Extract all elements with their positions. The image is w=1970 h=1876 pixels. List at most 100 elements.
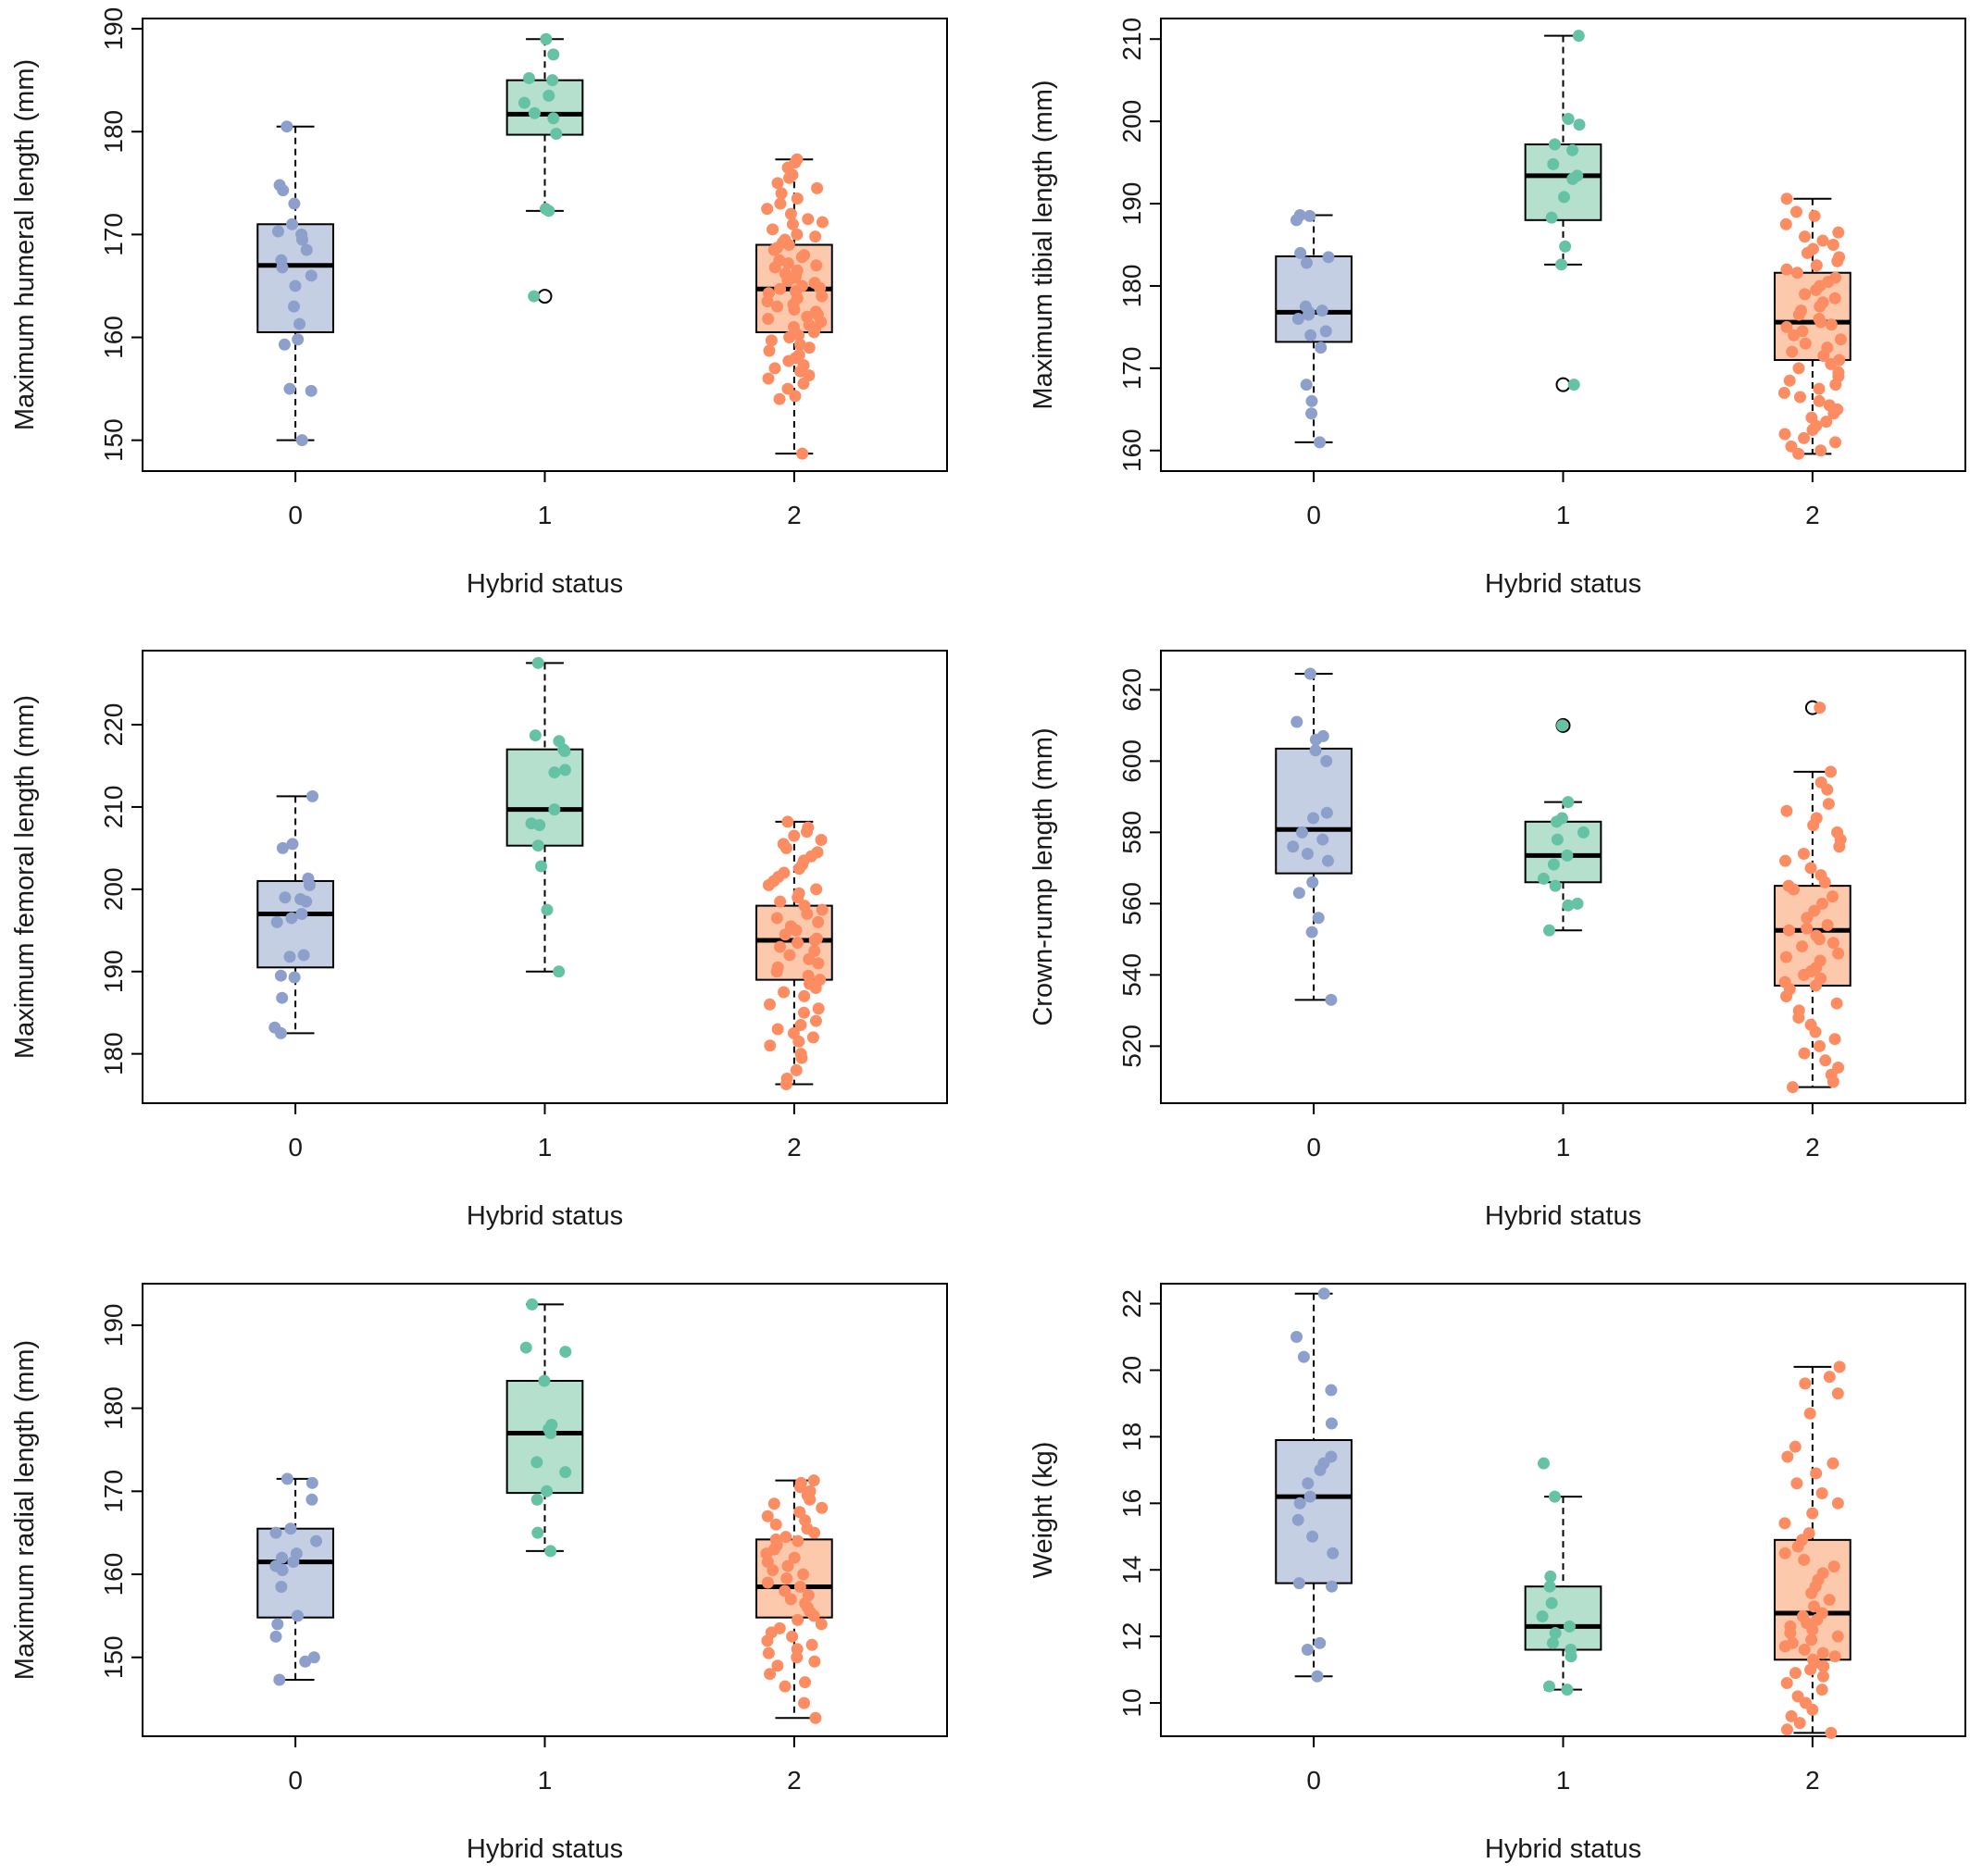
y-tick-label: 150 <box>99 418 128 462</box>
data-point <box>1798 1644 1811 1657</box>
data-point <box>1806 424 1819 437</box>
data-point <box>1302 1477 1315 1490</box>
data-point <box>1296 826 1309 839</box>
data-point <box>1303 667 1316 680</box>
data-point <box>1798 968 1811 981</box>
x-tick-label: 2 <box>787 1133 802 1162</box>
data-point <box>1778 1547 1791 1559</box>
data-point <box>1813 933 1826 946</box>
iqr-box <box>1275 1438 1353 1584</box>
data-point <box>1806 1507 1819 1520</box>
data-point <box>1785 1709 1798 1722</box>
data-point <box>303 878 316 891</box>
data-point <box>793 338 806 351</box>
data-point <box>1548 138 1561 151</box>
data-point <box>1801 922 1814 935</box>
data-point <box>782 239 795 251</box>
data-point <box>1804 862 1817 875</box>
data-point <box>547 112 560 125</box>
data-point <box>305 1476 318 1489</box>
data-point <box>764 1668 777 1681</box>
data-point <box>1805 1586 1818 1599</box>
y-tick-label: 160 <box>99 316 128 359</box>
data-point <box>809 1711 822 1724</box>
data-point <box>1827 1075 1839 1088</box>
data-point <box>291 1609 304 1622</box>
data-point <box>781 257 794 270</box>
data-point <box>1816 1646 1829 1659</box>
data-point <box>779 928 792 941</box>
data-point <box>762 1646 775 1659</box>
data-point <box>1780 989 1793 1002</box>
data-point <box>1798 431 1811 444</box>
data-point <box>1316 833 1329 846</box>
y-axis-title: Weight (kg) <box>1029 1442 1058 1579</box>
data-point <box>1302 308 1315 321</box>
data-point <box>1791 1690 1804 1703</box>
data-point <box>1542 924 1555 937</box>
chart-panel-3: 180 190 200 210 220 0 1 2 Hybrid status Maximum f… <box>10 650 948 1231</box>
data-point <box>795 1051 808 1064</box>
data-point <box>1806 1623 1819 1636</box>
data-point <box>798 989 811 1002</box>
box-group-1 <box>505 38 584 304</box>
box-group-1 <box>1524 717 1602 932</box>
iqr-box <box>1524 143 1602 221</box>
data-point <box>533 818 546 831</box>
data-point <box>558 764 571 776</box>
data-point <box>559 1346 572 1359</box>
data-point <box>1307 812 1320 825</box>
x-tick-label: 1 <box>1556 501 1571 529</box>
y-tick-label: 170 <box>99 1470 128 1513</box>
data-point <box>283 950 296 963</box>
data-point <box>1291 1513 1304 1526</box>
data-point <box>276 1551 289 1564</box>
y-tick-label: 170 <box>99 213 128 256</box>
data-point <box>771 1659 784 1672</box>
data-point <box>1781 1450 1794 1463</box>
data-point <box>1326 1580 1339 1593</box>
data-point <box>300 243 313 256</box>
data-point <box>805 1638 818 1651</box>
data-point <box>1829 379 1842 391</box>
data-point <box>281 120 293 133</box>
y-tick-label: 160 <box>1117 429 1146 472</box>
data-point <box>1779 854 1792 867</box>
data-point <box>809 982 822 995</box>
data-point <box>1805 1634 1818 1646</box>
data-point <box>544 1545 557 1558</box>
data-point <box>295 434 308 447</box>
y-tick-label: 220 <box>99 703 128 747</box>
data-point <box>779 1584 792 1597</box>
data-point <box>788 829 801 842</box>
data-point <box>1561 1683 1574 1696</box>
data-point <box>1306 1530 1319 1543</box>
data-point <box>810 883 823 896</box>
data-point <box>773 392 786 405</box>
data-point <box>781 815 794 828</box>
data-point <box>1814 444 1827 457</box>
data-point <box>789 390 802 403</box>
iqr-box <box>505 79 584 136</box>
data-point <box>1799 288 1812 301</box>
data-point <box>1304 329 1317 342</box>
data-point <box>771 300 784 313</box>
data-point <box>783 949 796 962</box>
data-point <box>1547 157 1560 170</box>
data-point <box>285 912 298 925</box>
data-point <box>277 184 290 197</box>
y-axis-title: Maximum radial length (mm) <box>10 1340 40 1680</box>
data-point <box>276 1564 289 1577</box>
data-point <box>1823 1371 1836 1384</box>
data-point <box>1309 733 1322 746</box>
data-point <box>1814 300 1827 313</box>
data-point <box>762 878 775 891</box>
data-point <box>795 251 808 264</box>
data-point <box>812 1002 825 1015</box>
data-point <box>769 1518 782 1531</box>
data-point <box>1788 329 1801 342</box>
data-point <box>781 274 794 287</box>
data-point <box>1315 342 1328 354</box>
data-point <box>279 891 292 904</box>
data-point <box>1808 1600 1821 1613</box>
